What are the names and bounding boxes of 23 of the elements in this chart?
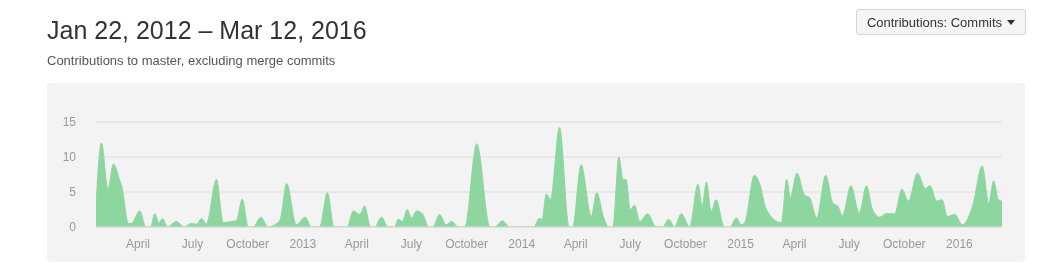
x-tick-label: July <box>181 236 204 251</box>
x-tick-label: 2015 <box>727 236 755 251</box>
chart-title: Jan 22, 2012 – Mar 12, 2016 <box>47 16 367 45</box>
y-tick-label: 0 <box>69 220 77 235</box>
x-tick-label: July <box>838 236 860 251</box>
y-tick-label: 15 <box>62 115 77 130</box>
x-tick-label: April <box>344 236 369 251</box>
x-tick-label: April <box>563 236 588 251</box>
x-tick-label: 2016 <box>946 236 974 251</box>
x-tick-label: 2014 <box>508 236 536 251</box>
x-tick-label: October <box>445 236 488 251</box>
x-tick-label: 2013 <box>289 236 317 251</box>
x-tick-label: July <box>400 236 423 251</box>
x-tick-label: October <box>226 236 270 251</box>
chart-subtitle: Contributions to master, excluding merge commits <box>47 53 336 68</box>
dropdown-button: Contributions: Commits <box>855 9 1026 35</box>
y-tick-label: 5 <box>69 185 77 200</box>
x-tick-label: October <box>882 236 926 251</box>
x-tick-label: April <box>782 236 807 251</box>
x-tick-label: July <box>619 236 641 251</box>
x-tick-label: October <box>664 236 707 251</box>
x-tick-label: April <box>125 236 150 251</box>
y-tick-label: 10 <box>62 150 77 165</box>
